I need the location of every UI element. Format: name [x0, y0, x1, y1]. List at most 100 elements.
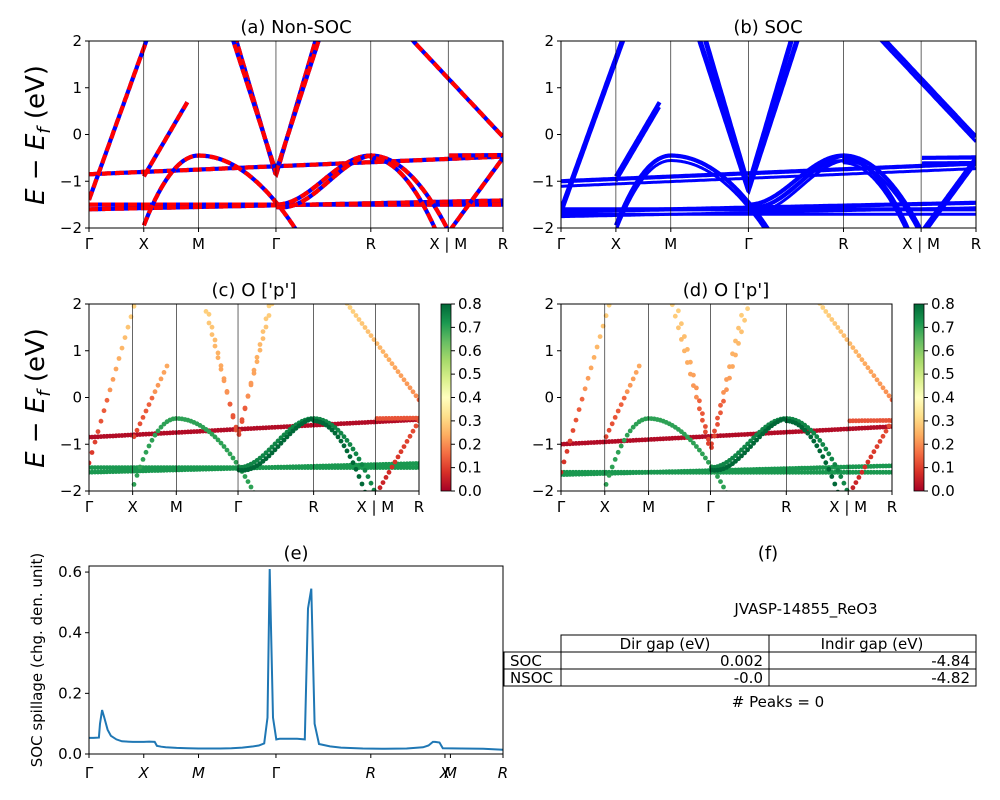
projected-point: [272, 447, 278, 453]
projected-point: [134, 427, 140, 433]
projected-point: [275, 444, 281, 449]
projected-point: [116, 356, 122, 361]
projected-point: [137, 421, 143, 427]
projected-point: [161, 370, 167, 375]
projected-point: [242, 405, 248, 411]
projected-point: [856, 353, 862, 359]
panel-d-title: (d) O ['p']: [683, 280, 769, 301]
projected-point: [266, 313, 272, 318]
colorbar-tick-label: 0.7: [458, 318, 482, 336]
projected-point: [383, 475, 389, 480]
projected-point: [621, 395, 627, 401]
panel-b-xtick-label: R: [838, 235, 848, 253]
projected-point: [209, 324, 215, 330]
projected-point: [365, 329, 371, 334]
projected-point: [688, 371, 693, 377]
projected-point: [597, 334, 603, 339]
projected-point: [706, 459, 711, 465]
panel-e-xtick-label: X: [439, 764, 451, 782]
projected-point: [380, 480, 386, 485]
projected-point: [682, 334, 687, 339]
projected-point: [263, 324, 269, 330]
projected-point: [332, 430, 338, 436]
panel-f-title: (f): [758, 543, 778, 564]
projected-point: [263, 456, 269, 462]
panel-a-ytick-label: −2: [60, 219, 82, 237]
projected-point: [266, 453, 272, 459]
projected-point: [356, 317, 362, 322]
projected-point: [736, 456, 741, 462]
projected-point: [745, 447, 750, 453]
panel-a-xtick-label: R: [366, 235, 376, 253]
colorbar-tick-label: 0.2: [931, 435, 955, 453]
projected-point: [260, 453, 266, 458]
band-line-dashed: [276, 153, 450, 228]
band-line-dashed: [410, 41, 503, 139]
projected-point: [733, 453, 738, 458]
band-line: [883, 41, 976, 139]
projected-point: [880, 385, 886, 391]
colorbar-tick-label: 0.6: [458, 342, 482, 360]
colorbar-tick-label: 0.4: [931, 389, 955, 407]
projected-point: [269, 304, 275, 307]
panel-d-xtick-label: X | M: [829, 498, 867, 516]
projected-point: [206, 320, 212, 326]
projected-point: [371, 337, 377, 342]
panel-c-xtick-label: R: [414, 498, 424, 516]
projected-point: [835, 468, 841, 473]
panel-a-xtick-label: M: [192, 235, 205, 253]
projected-point: [347, 454, 353, 459]
projected-point: [329, 427, 335, 433]
panel-c-ytick-label: −2: [60, 482, 82, 500]
projected-point: [859, 357, 865, 363]
projected-point: [739, 453, 744, 459]
projected-point: [257, 342, 263, 347]
projected-point: [612, 457, 618, 462]
projected-point: [368, 480, 374, 486]
projected-point: [832, 321, 838, 326]
projected-point: [239, 417, 245, 422]
projected-point: [715, 474, 720, 479]
projected-point: [389, 361, 395, 367]
panel-a-ytick-label: −1: [60, 172, 82, 190]
panel-a-title: (a) Non-SOC: [240, 17, 351, 38]
projected-point: [248, 484, 254, 490]
projected-point: [615, 408, 621, 414]
panel-e-axes: 0.00.20.40.6Γ X M Γ R XM R: [58, 563, 508, 782]
projected-point: [685, 434, 690, 440]
projected-point: [260, 336, 266, 341]
projected-point: [829, 456, 835, 462]
projected-point: [335, 427, 341, 433]
projected-point: [700, 411, 705, 416]
projected-point: [868, 454, 874, 460]
projected-point: [823, 309, 829, 314]
projected-point: [673, 296, 678, 301]
projected-point: [889, 397, 892, 403]
panel-d-axes: Γ X M Γ R X | M R 2 1 0 −1 −2: [532, 295, 897, 516]
projected-point: [152, 389, 158, 395]
band-line: [561, 41, 625, 210]
projected-point: [359, 321, 365, 326]
projected-point: [811, 430, 817, 436]
projected-point: [691, 440, 696, 446]
projected-point: [733, 352, 738, 358]
projected-point: [760, 431, 765, 437]
projected-point: [125, 324, 131, 330]
projected-point: [817, 304, 823, 306]
panel-d-xtick-label: R: [887, 498, 897, 516]
panel-b-xtick-label: M: [664, 235, 677, 253]
projected-point: [718, 410, 723, 416]
projected-point: [212, 434, 218, 440]
projected-point: [113, 366, 119, 372]
projected-point: [820, 305, 826, 310]
projected-point: [703, 429, 708, 435]
colorbar-tick-label: 0.1: [931, 459, 955, 477]
projected-point: [338, 430, 344, 436]
projected-point: [742, 444, 747, 450]
projected-point: [669, 304, 675, 308]
panel-c-xtick-label: R: [308, 498, 318, 516]
projected-point: [703, 455, 708, 461]
projected-point: [823, 446, 829, 452]
table-header-dir: Dir gap (eV): [620, 635, 711, 653]
projected-point: [859, 469, 865, 475]
